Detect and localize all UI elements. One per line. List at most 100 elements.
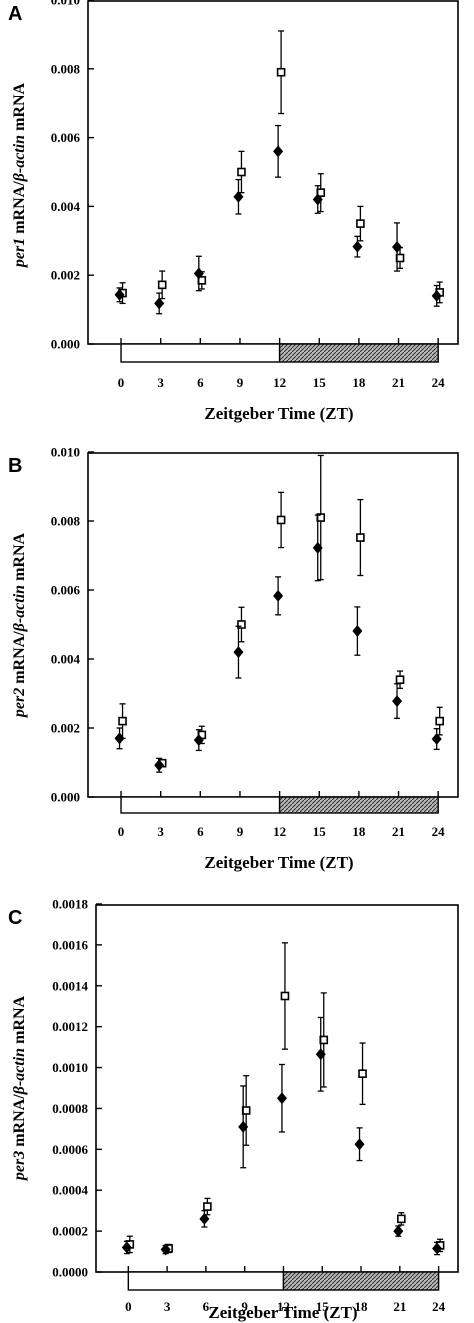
data-point-square (280, 991, 290, 1001)
data-point-diamond (431, 289, 442, 302)
data-point-diamond (352, 240, 363, 253)
x-tick-label: 0 (125, 1299, 132, 1314)
x-tick-label: 15 (316, 1299, 330, 1314)
data-point-square (203, 1202, 212, 1211)
data-point-diamond (233, 190, 244, 203)
panel-letter: B (8, 455, 22, 477)
panel-a: A 0.000 0.002 0.004 0.006 0.008 0.010 0 3 6 9 12 15 1… (8, 0, 459, 423)
x-tick-label: 0 (118, 375, 125, 390)
data-point-square (395, 675, 405, 685)
panel-c: C 0.0000 0.0002 0.0004 0.0006 0.0008 0.0010 0.0… (8, 897, 459, 1322)
data-point-square (356, 533, 365, 542)
data-point-diamond (199, 1212, 210, 1225)
y-axis-title-part: per2 (11, 688, 28, 719)
data-point-square (237, 167, 246, 177)
y-tick-label: 0.0008 (52, 1101, 88, 1116)
plot-frame (87, 0, 459, 345)
panel-letter: A (8, 3, 22, 25)
x-tick-label: 24 (432, 824, 446, 839)
data-point-square (358, 1069, 367, 1078)
x-tick-label: 18 (355, 1299, 369, 1314)
y-tick-label: 0.0006 (52, 1142, 88, 1157)
data-point-square (435, 716, 444, 726)
data-point-diamond (432, 1242, 443, 1255)
light-phase-bar (120, 796, 281, 814)
data-point-diamond (315, 1048, 326, 1061)
data-point-diamond (431, 733, 442, 746)
data-point-diamond (273, 145, 284, 158)
data-point-square (397, 1214, 406, 1224)
data-point-diamond (238, 1120, 249, 1133)
y-axis-title-part: mRNA (11, 82, 28, 134)
data-point-diamond (273, 589, 284, 602)
plot-frame (87, 452, 459, 798)
y-tick-label: 0.010 (51, 445, 80, 460)
data-point-diamond (392, 240, 403, 253)
x-tick-label: 12 (273, 375, 286, 390)
y-axis-title: per2 mRNA/β-actin mRNA (11, 532, 28, 719)
x-tick-label: 24 (432, 375, 446, 390)
x-tick-label: 12 (277, 1299, 290, 1314)
dark-phase-bar (278, 796, 439, 814)
data-point-square (276, 515, 286, 525)
x-tick-label: 9 (237, 824, 244, 839)
x-tick-label: 24 (432, 1299, 446, 1314)
x-tick-label: 3 (164, 1299, 171, 1314)
x-tick-label: 9 (241, 1299, 248, 1314)
y-tick-label: 0.002 (51, 721, 80, 736)
x-tick-label: 15 (313, 375, 327, 390)
data-point-diamond (276, 1092, 287, 1105)
y-tick-label: 0.0010 (52, 1060, 88, 1075)
y-tick-label: 0.002 (51, 268, 80, 283)
data-point-square (237, 620, 246, 629)
y-tick-label: 0.0018 (52, 897, 88, 912)
x-axis-title: Zeitgeber Time (ZT) (204, 853, 353, 872)
data-point-diamond (154, 297, 165, 310)
x-tick-label: 6 (203, 1299, 210, 1314)
y-tick-label: 0.006 (51, 583, 81, 598)
x-tick-label: 21 (392, 824, 405, 839)
y-tick-label: 0.0012 (52, 1019, 88, 1034)
data-point-diamond (392, 695, 403, 708)
y-tick-label: 0.000 (51, 337, 80, 352)
data-point-diamond (352, 625, 363, 638)
data-point-diamond (114, 288, 125, 301)
y-tick-label: 0.0014 (52, 978, 88, 993)
panel-b: B 0.000 0.002 0.004 0.006 0.008 0.010 0 3 6 9 12 15 1… (8, 445, 459, 872)
y-axis-title: per3 mRNA/β-actin mRNA (11, 995, 28, 1182)
data-point-square (118, 716, 127, 726)
y-tick-label: 0.000 (51, 790, 80, 805)
x-tick-label: 18 (352, 375, 366, 390)
y-tick-label: 0.004 (51, 652, 81, 667)
data-point-diamond (121, 1241, 132, 1254)
y-axis-title-part: β-actin (11, 1048, 28, 1096)
y-axis-title-part: mRNA (11, 995, 28, 1047)
y-axis-title-part: per3 (11, 1151, 28, 1182)
data-point-diamond (160, 1243, 171, 1256)
y-tick-label: 0.010 (51, 0, 80, 8)
dark-phase-bar (278, 343, 439, 363)
panel-letter: C (8, 907, 22, 929)
y-tick-label: 0.0000 (52, 1265, 88, 1280)
y-tick-label: 0.006 (51, 130, 81, 145)
x-tick-label: 0 (118, 824, 125, 839)
y-axis-title-part: β-actin (11, 585, 28, 633)
dark-phase-bar (282, 1271, 440, 1291)
x-axis-title: Zeitgeber Time (ZT) (204, 404, 353, 423)
x-axis-title: Zeitgeber Time (ZT) (208, 1303, 357, 1322)
y-tick-label: 0.0016 (52, 937, 88, 952)
y-tick-label: 0.008 (51, 514, 81, 529)
x-tick-label: 15 (313, 824, 327, 839)
data-point-diamond (312, 541, 323, 554)
y-axis-title-part: mRNA/ (11, 181, 28, 238)
data-point-diamond (233, 646, 244, 659)
data-point-diamond (154, 759, 165, 772)
data-point-diamond (114, 732, 125, 745)
y-axis-title: per1 mRNA/β-actin mRNA (11, 82, 28, 269)
y-axis-title-part: mRNA/ (11, 1094, 28, 1151)
y-axis-title-part: β-actin (11, 135, 28, 183)
x-tick-label: 6 (197, 824, 204, 839)
light-phase-bar (127, 1271, 285, 1291)
data-point-diamond (393, 1225, 404, 1238)
